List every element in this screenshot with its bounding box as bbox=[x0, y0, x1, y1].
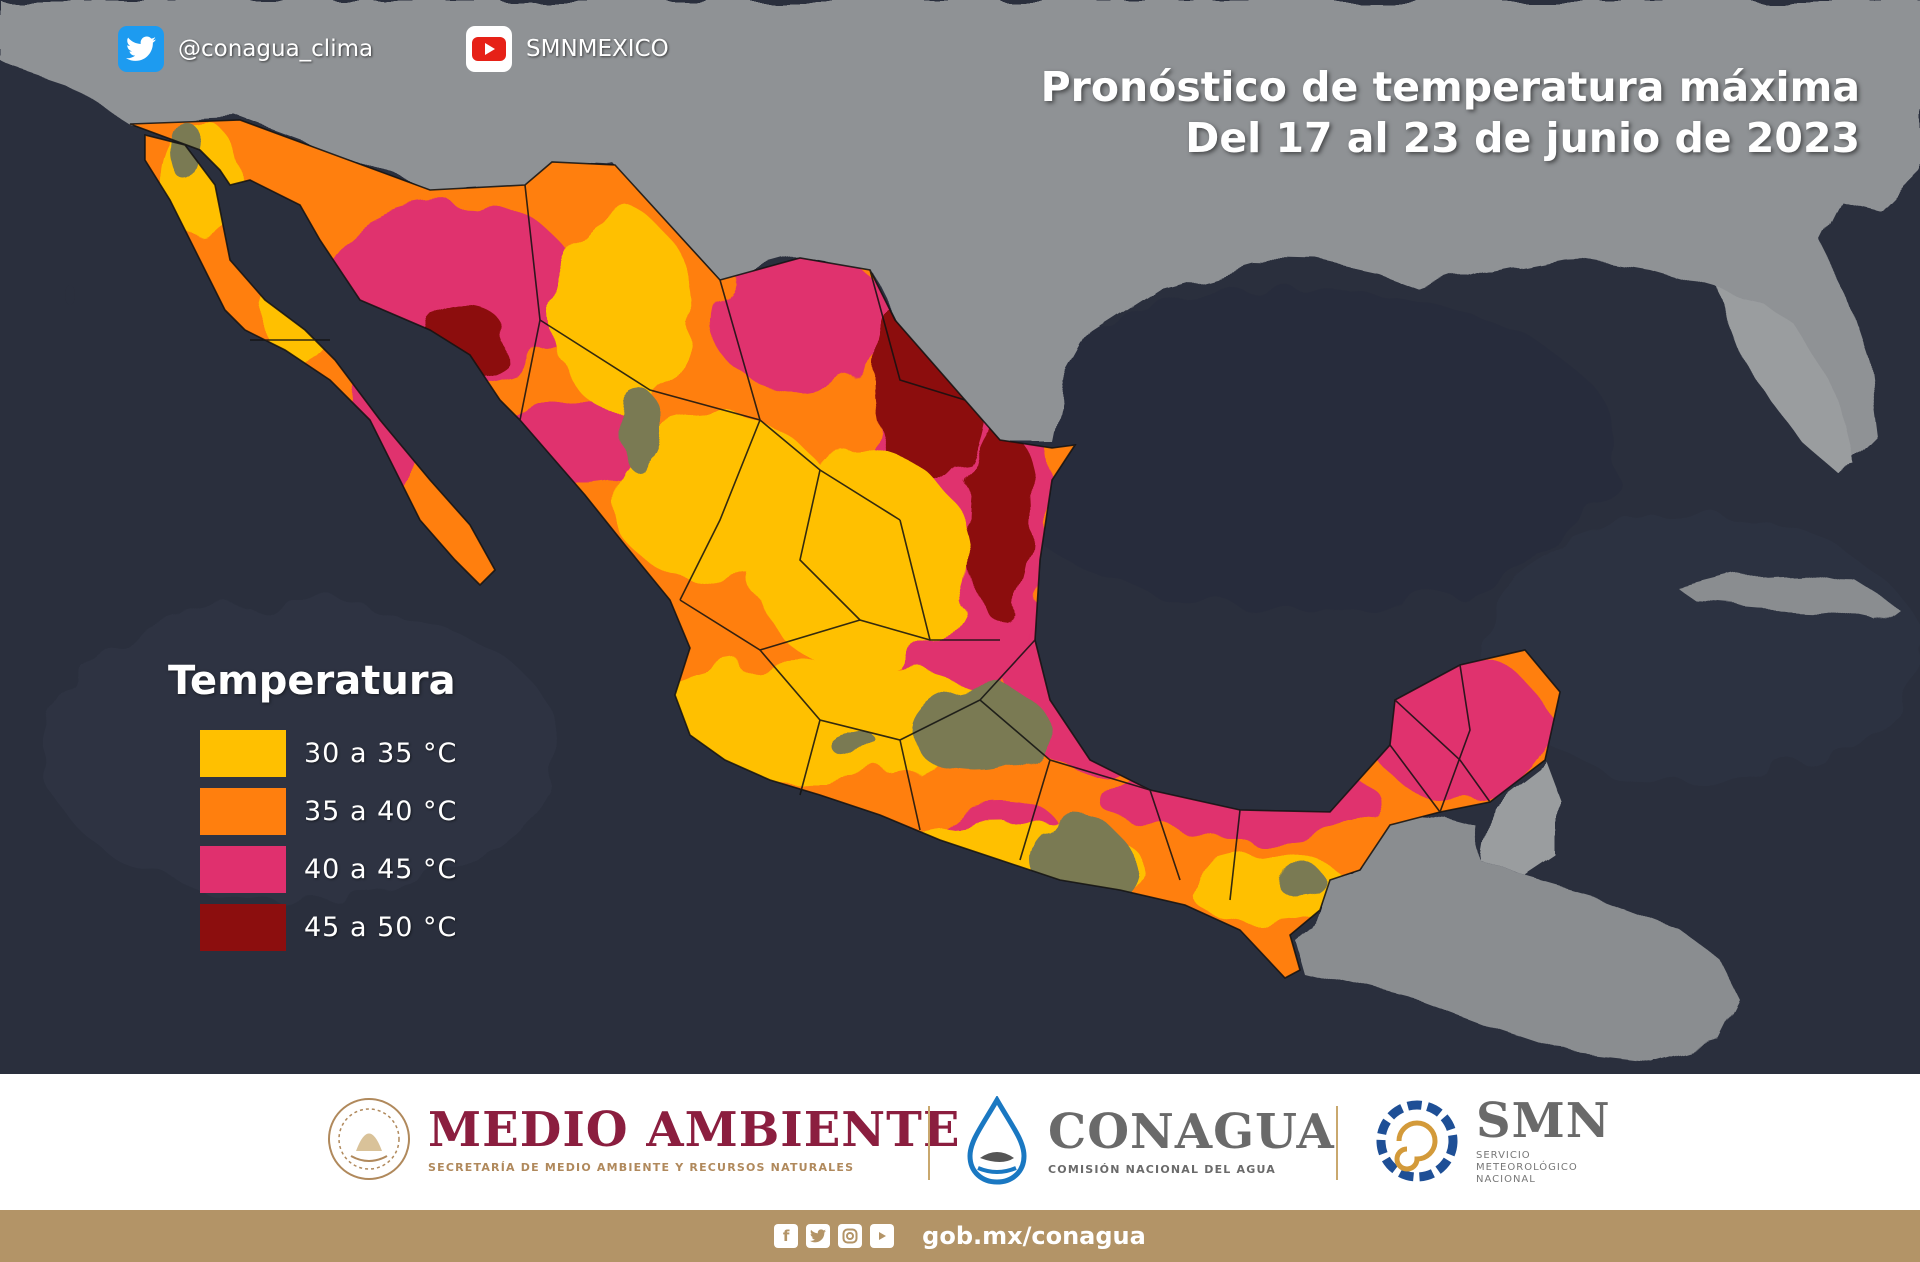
state-borders bbox=[129, 119, 1561, 979]
legend-item: 35 a 40 °C bbox=[200, 788, 457, 835]
legend-swatch bbox=[200, 730, 286, 777]
twitter-handle-label: @conagua_clima bbox=[178, 36, 374, 62]
legend-label: 30 a 35 °C bbox=[304, 738, 458, 769]
legend-item: 45 a 50 °C bbox=[200, 904, 457, 951]
logo-divider bbox=[928, 1106, 930, 1180]
legend-swatch bbox=[200, 846, 286, 893]
legend-label: 45 a 50 °C bbox=[304, 912, 458, 943]
temperature-map: @conagua_clima SMNMEXICO Pronóstico de t… bbox=[0, 0, 1920, 1074]
conagua-drop-icon bbox=[967, 1096, 1027, 1185]
smn-logo: SMN SERVICIO METEOROLÓGICO NACIONAL bbox=[1374, 1096, 1611, 1186]
mexico-seal-icon bbox=[328, 1098, 410, 1180]
map-title-line2: Del 17 al 23 de junio de 2023 bbox=[1185, 114, 1860, 162]
legend-swatch bbox=[200, 788, 286, 835]
legend-label: 35 a 40 °C bbox=[304, 796, 458, 827]
legend-swatch bbox=[200, 904, 286, 951]
twitter-icon[interactable] bbox=[806, 1224, 831, 1248]
youtube-icon bbox=[466, 26, 512, 72]
website-link[interactable]: gob.mx/conagua bbox=[922, 1222, 1146, 1250]
legend-label: 40 a 45 °C bbox=[304, 854, 458, 885]
logo-band: MEDIO AMBIENTE SECRETARÍA DE MEDIO AMBIE… bbox=[0, 1074, 1920, 1210]
conagua-logo: CONAGUA COMISIÓN NACIONAL DEL AGUA bbox=[962, 1096, 1335, 1186]
legend-item: 30 a 35 °C bbox=[200, 730, 457, 777]
twitter-icon bbox=[118, 26, 164, 72]
footer-link-band: f gob.mx/conagua bbox=[0, 1210, 1920, 1262]
smn-subtitle: SERVICIO METEOROLÓGICO NACIONAL bbox=[1476, 1150, 1578, 1185]
legend-item: 40 a 45 °C bbox=[200, 846, 457, 893]
facebook-icon[interactable]: f bbox=[774, 1224, 799, 1248]
map-title-line1: Pronóstico de temperatura máxima bbox=[1040, 63, 1860, 111]
conagua-subtitle: COMISIÓN NACIONAL DEL AGUA bbox=[1048, 1162, 1276, 1176]
map-title: Pronóstico de temperatura máxima Del 17 … bbox=[1041, 62, 1860, 164]
youtube-handle-label: SMNMEXICO bbox=[526, 36, 669, 62]
conagua-name: CONAGUA bbox=[1048, 1103, 1335, 1160]
smn-name: SMN bbox=[1476, 1093, 1611, 1149]
twitter-handle[interactable]: @conagua_clima bbox=[118, 26, 373, 72]
medio-ambiente-logo: MEDIO AMBIENTE SECRETARÍA DE MEDIO AMBIE… bbox=[326, 1096, 960, 1182]
smn-swirl-icon bbox=[1376, 1100, 1458, 1182]
logo-divider bbox=[1336, 1106, 1338, 1180]
medio-ambiente-name: MEDIO AMBIENTE bbox=[428, 1101, 961, 1158]
youtube-handle[interactable]: SMNMEXICO bbox=[466, 26, 669, 72]
instagram-icon[interactable] bbox=[838, 1224, 863, 1248]
legend: Temperatura 30 a 35 °C 35 a 40 °C 40 a 4… bbox=[166, 658, 457, 962]
map-canvas bbox=[0, 0, 1920, 1060]
youtube-icon[interactable] bbox=[870, 1224, 895, 1248]
legend-title: Temperatura bbox=[168, 658, 456, 704]
medio-ambiente-subtitle: SECRETARÍA DE MEDIO AMBIENTE Y RECURSOS … bbox=[428, 1160, 855, 1174]
